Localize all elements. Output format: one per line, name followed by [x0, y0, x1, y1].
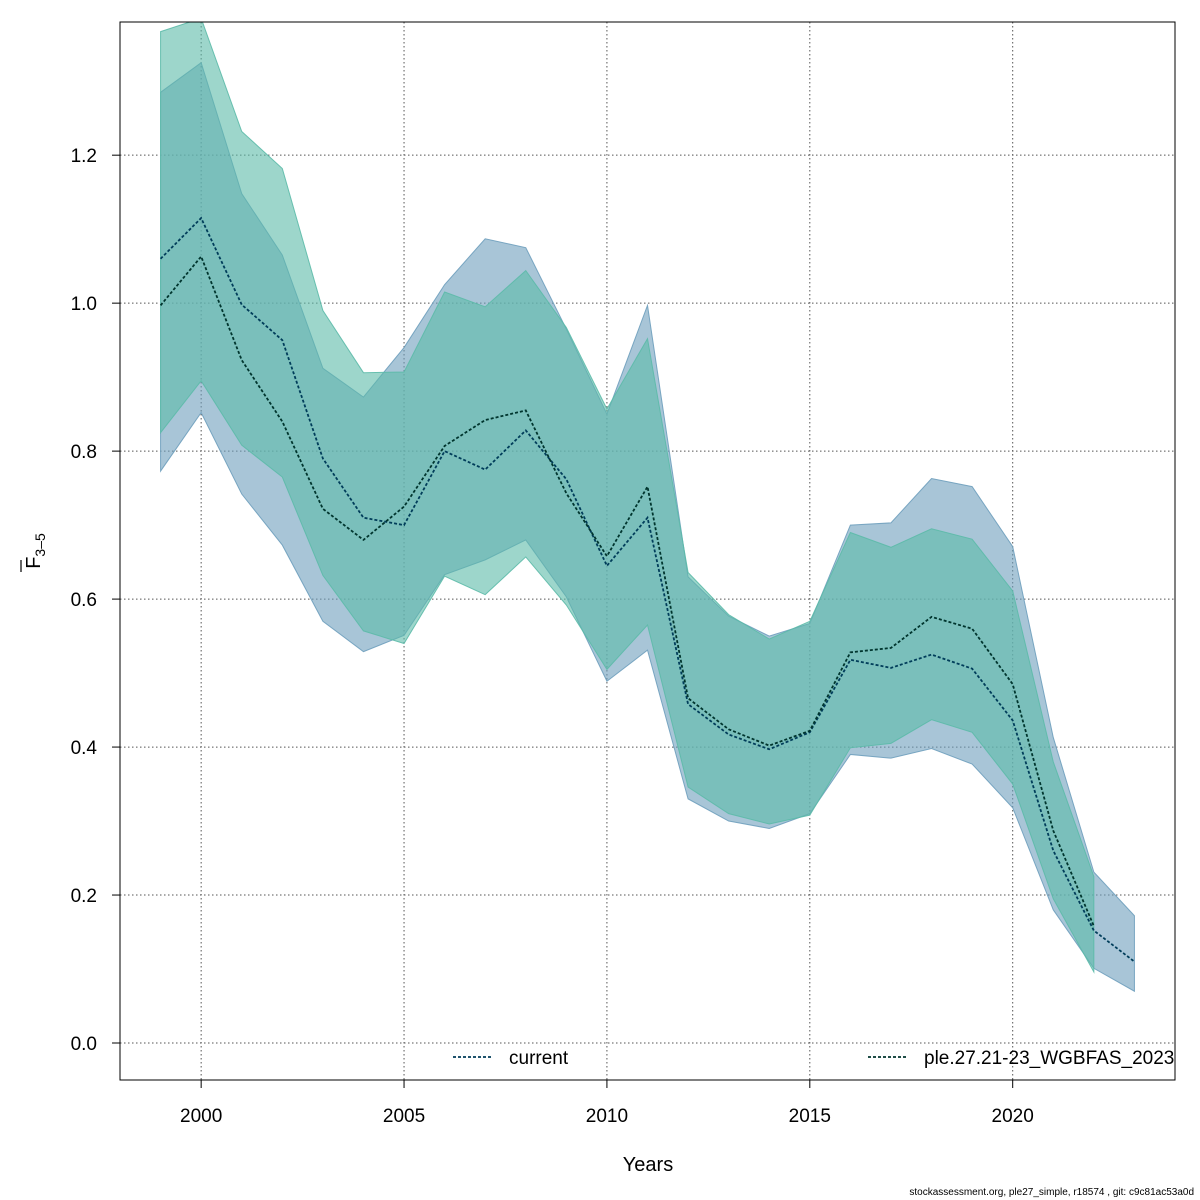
x-tick-label: 2015 [789, 1106, 831, 1127]
footer-note: stockassessment.org, ple27_simple, r1857… [909, 1187, 1194, 1198]
y-tick-label: 1.0 [71, 294, 97, 315]
series-lines [159, 216, 1135, 963]
plot-frame [119, 21, 1176, 1081]
x-tick-label: 2005 [383, 1106, 425, 1127]
legend: se current ple.27.21-23_WGBFAS_2023 [101, 1048, 1174, 1069]
series-line-1 [159, 216, 1135, 963]
y-tick-label: 0.2 [71, 886, 97, 907]
y-tick-label: 1.2 [71, 146, 97, 167]
y-tick-label: 0.4 [71, 738, 98, 759]
x-tick-label: 2020 [992, 1106, 1034, 1127]
svg-text:F3–5: F3–5 [23, 533, 48, 569]
legend-entry-label: se [101, 1048, 121, 1069]
y-tick-label: 0.6 [71, 590, 97, 611]
y-axis: 0.0 0.2 0.4 0.6 0.8 1.0 1.2 [71, 146, 120, 1055]
legend-entry-label: current [509, 1048, 569, 1069]
y-axis-title-subscript: 3–5 [32, 533, 48, 557]
y-tick-label: 0.8 [71, 442, 97, 463]
confidence-bands [160, 22, 1135, 993]
x-axis: 2000 2005 2010 2015 2020 [180, 1080, 1034, 1127]
x-tick-label: 2010 [586, 1106, 628, 1127]
x-tick-label: 2000 [180, 1106, 222, 1127]
confidence-band-2 [160, 22, 1095, 974]
y-axis-title: F3–5 [20, 533, 48, 572]
y-tick-label: 0.0 [71, 1034, 97, 1055]
y-axis-title-main: F [23, 557, 45, 569]
x-axis-title: Years [623, 1154, 673, 1176]
legend-entry-label: ple.27.21-23_WGBFAS_2023 [924, 1048, 1174, 1069]
